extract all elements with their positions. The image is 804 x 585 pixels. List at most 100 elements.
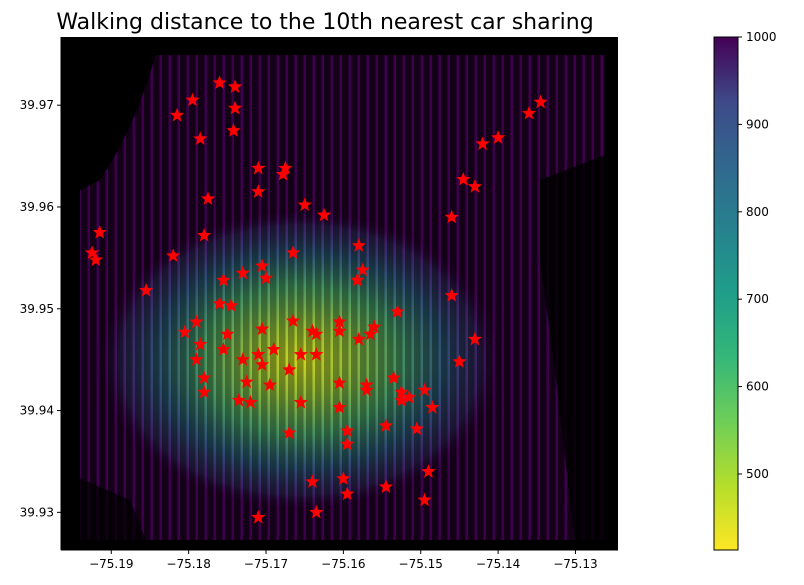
- station-star: [293, 347, 308, 361]
- station-star: [409, 421, 424, 435]
- station-star: [227, 79, 243, 93]
- station-star: [189, 352, 204, 366]
- station-star: [220, 326, 235, 341]
- station-star: [355, 262, 370, 277]
- station-star: [351, 331, 366, 346]
- station-star: [275, 166, 291, 181]
- station-star: [444, 288, 459, 302]
- station-star: [243, 394, 258, 409]
- void-top-left: [61, 37, 160, 200]
- station-star: [251, 160, 266, 175]
- station-star: [266, 341, 281, 356]
- station-star: [359, 377, 374, 392]
- station-star: [196, 384, 212, 399]
- void-right: [540, 150, 618, 550]
- station-star: [138, 282, 154, 297]
- station-star: [340, 436, 355, 451]
- station-star: [255, 357, 270, 371]
- station-star: [216, 272, 231, 287]
- station-star: [227, 100, 243, 115]
- station-star: [390, 304, 405, 318]
- colorbar-ticks: 500 600 700 800 900 1000: [738, 30, 777, 481]
- station-star: [336, 471, 351, 485]
- station-star: [386, 370, 401, 385]
- station-star: [212, 75, 227, 89]
- colorbar-tick-label: 700: [746, 292, 769, 306]
- y-tick-label: 39.94: [20, 404, 54, 418]
- colorbar: 500 600 700 800 900 1000: [713, 30, 777, 551]
- station-star: [196, 370, 212, 385]
- station-star: [309, 326, 324, 341]
- station-star: [239, 374, 254, 389]
- x-tick-label: −75.15: [399, 557, 443, 571]
- station-star: [378, 479, 394, 493]
- station-star: [84, 245, 100, 259]
- colorbar-tick-label: 900: [746, 117, 769, 131]
- station-markers: [84, 75, 548, 524]
- station-star: [467, 179, 483, 193]
- colorbar-gradient: [713, 36, 739, 551]
- x-tick-label: −75.13: [553, 557, 597, 571]
- colorbar-tick-label: 500: [746, 467, 769, 481]
- station-star: [251, 184, 266, 198]
- station-star: [285, 245, 301, 259]
- x-tick-label: −75.19: [89, 557, 133, 571]
- station-star: [235, 265, 250, 280]
- station-star: [92, 224, 107, 239]
- station-star: [367, 319, 382, 334]
- station-star: [332, 314, 347, 329]
- station-star: [305, 323, 320, 338]
- station-star: [425, 400, 440, 414]
- station-star: [189, 314, 204, 329]
- station-star: [351, 238, 366, 252]
- station-star: [278, 160, 293, 175]
- station-star: [285, 313, 301, 328]
- station-star: [166, 248, 181, 262]
- station-star: [251, 347, 266, 361]
- station-star: [224, 298, 239, 312]
- station-star: [282, 362, 297, 376]
- station-star: [332, 323, 347, 338]
- station-star: [309, 504, 324, 519]
- station-star: [309, 347, 324, 361]
- station-star: [216, 341, 231, 356]
- station-star: [251, 509, 266, 524]
- x-tick-label: −75.14: [476, 557, 520, 571]
- plot-area: [61, 37, 618, 550]
- station-star: [340, 486, 355, 501]
- station-star: [533, 94, 548, 109]
- station-star: [258, 270, 274, 285]
- station-star: [193, 336, 208, 351]
- chart-title: Walking distance to the 10th nearest car…: [56, 10, 593, 35]
- station-star: [417, 382, 432, 397]
- station-star: [255, 321, 270, 336]
- x-tick-label: −75.17: [244, 557, 288, 571]
- y-tick-label: 39.93: [20, 505, 54, 519]
- station-star: [231, 392, 247, 407]
- x-axis: −75.19 −75.18 −75.17 −75.16 −75.15 −75.14 −75.…: [61, 549, 618, 571]
- station-star: [394, 384, 409, 399]
- station-star: [262, 377, 278, 392]
- station-star: [255, 258, 270, 273]
- station-star: [193, 131, 208, 145]
- station-star: [200, 191, 216, 205]
- station-star: [177, 324, 192, 339]
- station-star: [421, 464, 436, 478]
- station-star: [185, 92, 200, 107]
- x-tick-label: −75.16: [321, 557, 365, 571]
- void-bottom-left: [61, 470, 150, 550]
- station-star: [475, 136, 490, 150]
- x-tick-label: −75.18: [166, 557, 210, 571]
- station-star: [378, 418, 394, 432]
- station-star: [490, 130, 506, 144]
- station-star: [316, 207, 332, 222]
- station-star: [297, 197, 312, 212]
- station-star: [212, 296, 227, 310]
- station-star: [282, 425, 297, 440]
- colorbar-tick-label: 1000: [746, 30, 777, 44]
- station-star: [169, 107, 185, 122]
- station-star: [456, 172, 471, 186]
- station-star: [401, 389, 417, 404]
- station-star: [467, 331, 483, 346]
